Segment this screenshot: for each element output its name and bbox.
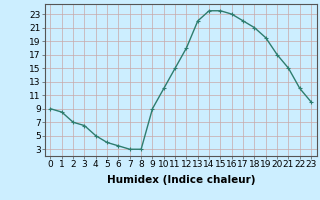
X-axis label: Humidex (Indice chaleur): Humidex (Indice chaleur) (107, 175, 255, 185)
